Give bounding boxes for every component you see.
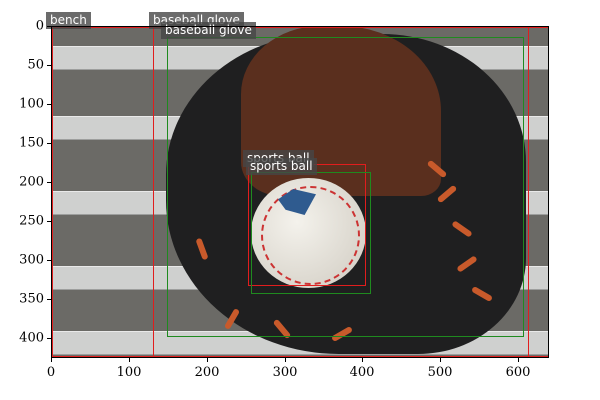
y-tick — [47, 221, 51, 222]
y-tick-label: 350 — [19, 291, 44, 307]
label-baseball-glove-green: baseball glove — [161, 22, 256, 39]
y-tick-label: 400 — [19, 330, 44, 346]
x-tick-label: 0 — [46, 365, 56, 380]
y-tick — [47, 104, 51, 105]
y-tick-label: 200 — [19, 174, 44, 190]
y-tick — [47, 143, 51, 144]
bbox-baseball-glove-green — [167, 37, 524, 337]
y-tick-label: 50 — [27, 57, 44, 73]
x-tick-label: 500 — [427, 365, 453, 380]
label-bench: bench — [46, 12, 91, 29]
y-tick-label: 100 — [19, 96, 44, 112]
y-tick — [47, 26, 51, 27]
x-tick — [129, 358, 130, 362]
y-tick — [47, 182, 51, 183]
scene-background — [51, 26, 549, 358]
x-tick — [440, 358, 441, 362]
x-tick-label: 100 — [116, 365, 142, 380]
x-tick — [285, 358, 286, 362]
x-tick — [207, 358, 208, 362]
x-tick-label: 400 — [349, 365, 375, 380]
x-tick — [518, 358, 519, 362]
y-tick — [47, 260, 51, 261]
bbox-sports-ball-green — [251, 172, 371, 294]
x-tick-label: 300 — [272, 365, 298, 380]
y-tick-label: 250 — [19, 213, 44, 229]
y-tick-label: 150 — [19, 135, 44, 151]
y-tick — [47, 299, 51, 300]
y-tick — [47, 338, 51, 339]
x-tick-label: 600 — [505, 365, 531, 380]
bbox-baseball-glove-red — [153, 27, 529, 357]
x-tick — [51, 358, 52, 362]
y-tick-label: 300 — [19, 252, 44, 268]
y-tick — [47, 65, 51, 66]
ball-seam — [261, 186, 360, 285]
x-tick-label: 200 — [194, 365, 220, 380]
photo — [51, 26, 549, 358]
x-tick — [362, 358, 363, 362]
label-sports-ball-green: sports ball — [246, 158, 317, 175]
y-tick-label: 0 — [35, 18, 44, 34]
